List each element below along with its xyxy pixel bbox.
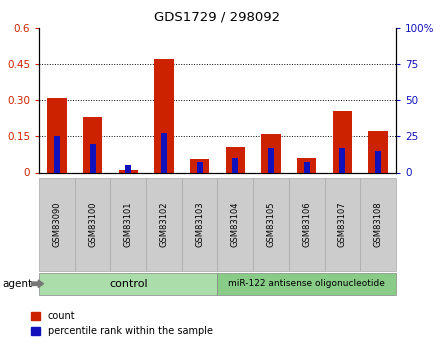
Bar — [332, 111, 352, 172]
Bar — [267, 148, 273, 172]
Bar — [189, 159, 209, 172]
Text: GSM83101: GSM83101 — [124, 201, 132, 247]
Text: miR-122 antisense oligonucleotide: miR-122 antisense oligonucleotide — [228, 279, 384, 288]
Bar — [374, 151, 380, 172]
Bar — [260, 134, 280, 172]
Bar — [196, 162, 202, 172]
Text: GSM83104: GSM83104 — [230, 201, 239, 247]
Text: GSM83100: GSM83100 — [88, 201, 97, 247]
Bar — [125, 165, 131, 172]
Text: agent: agent — [2, 279, 32, 289]
Bar — [232, 158, 238, 172]
Text: GSM83108: GSM83108 — [373, 201, 381, 247]
Bar — [82, 117, 102, 172]
Bar — [225, 147, 245, 172]
Text: GSM83106: GSM83106 — [302, 201, 310, 247]
Bar — [303, 162, 309, 172]
Bar — [89, 144, 95, 172]
Text: control: control — [109, 279, 147, 289]
Legend: count, percentile rank within the sample: count, percentile rank within the sample — [26, 307, 217, 340]
Bar — [54, 136, 60, 172]
Bar — [161, 134, 167, 172]
Bar — [154, 59, 174, 172]
Bar — [47, 98, 67, 172]
Title: GDS1729 / 298092: GDS1729 / 298092 — [154, 11, 280, 24]
Text: GSM83107: GSM83107 — [337, 201, 346, 247]
Text: GSM83105: GSM83105 — [266, 201, 275, 247]
Text: GSM83090: GSM83090 — [53, 201, 61, 247]
Bar — [118, 170, 138, 172]
Bar — [339, 148, 345, 172]
Bar — [296, 158, 316, 172]
Bar — [367, 131, 387, 172]
Text: GSM83103: GSM83103 — [195, 201, 204, 247]
Text: GSM83102: GSM83102 — [159, 201, 168, 247]
